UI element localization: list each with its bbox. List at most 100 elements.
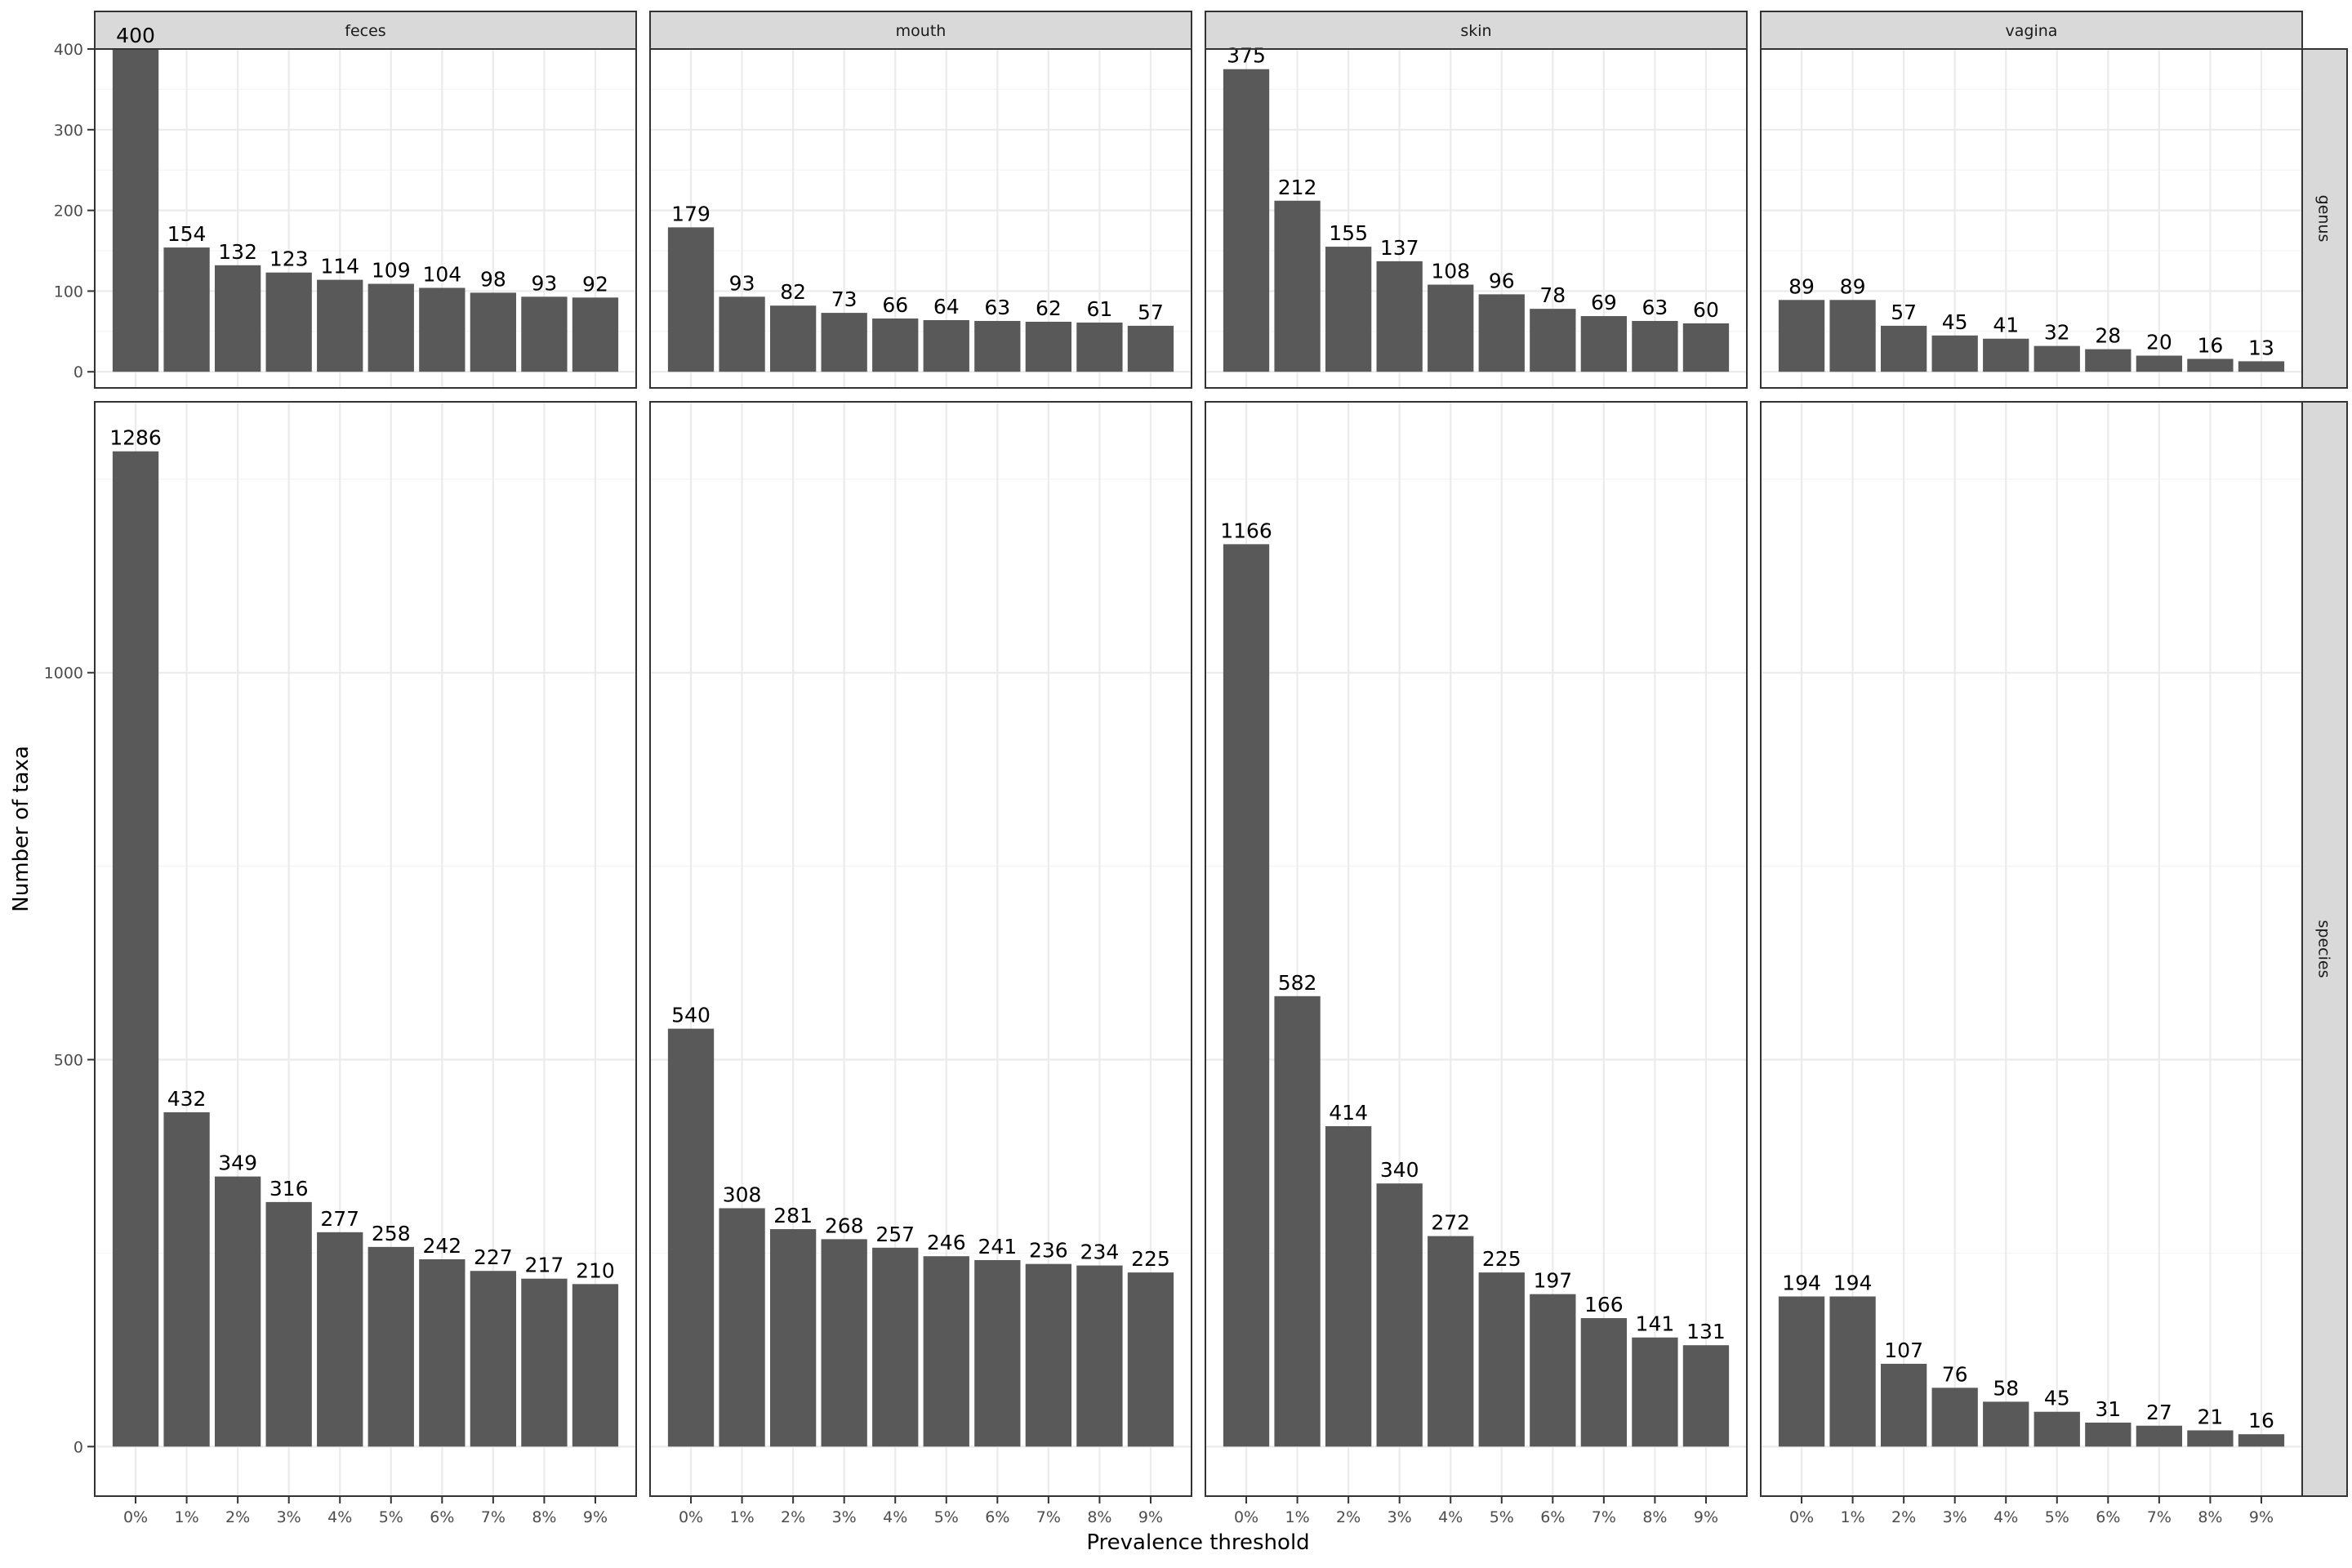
bar-value-label: 109 [372,259,411,283]
x-tick-label: 0% [123,1508,148,1526]
bar [667,1028,715,1447]
bar [470,1271,517,1447]
bar-value-label: 154 [167,222,207,246]
bar [1983,1401,2029,1447]
bar-value-label: 236 [1029,1239,1068,1263]
bar [1076,322,1123,372]
panel-border [649,48,1192,389]
bar-value-label: 225 [1482,1247,1521,1271]
x-tick-label: 2% [225,1508,250,1526]
x-tick-label: 9% [583,1508,608,1526]
bar-value-label: 340 [1380,1158,1419,1182]
bar [1580,1318,1628,1447]
bar [2187,1430,2234,1447]
bar-value-label: 93 [532,271,558,295]
bar-value-label: 63 [1642,296,1668,319]
panel-genus-skin: 375 212 155 137 108 96 78 69 63 60 [1205,44,1748,389]
x-tick-label: 6% [1540,1508,1565,1526]
bar-value-label: 62 [1036,296,1062,320]
x-tick-label: 1% [1841,1508,1865,1526]
bar [2085,349,2132,372]
bar [1325,1126,1372,1447]
bar [821,1239,867,1447]
x-tick-label: 5% [934,1508,959,1526]
panel-border [1205,48,1748,389]
x-tick-label: 8% [2198,1508,2222,1526]
bar-value-label: 28 [2095,324,2121,348]
bar [572,1284,619,1447]
bar [1778,1296,1825,1447]
bar-value-label: 227 [474,1245,513,1269]
panel-border [94,48,637,389]
bar-value-label: 194 [1833,1272,1873,1295]
bar-value-label: 137 [1380,236,1419,260]
panel-border [1205,401,1748,1497]
x-tick-label: 3% [277,1508,301,1526]
bar-value-label: 1286 [109,426,162,450]
bar-value-label: 123 [270,247,309,271]
bar-value-label: 540 [671,1004,710,1027]
bar [1478,1272,1525,1447]
bar [419,287,466,372]
x-tick-label: 7% [481,1508,506,1526]
x-tick-label: 1% [730,1508,755,1526]
bar-value-label: 98 [480,267,506,291]
bar-value-label: 400 [116,24,155,47]
bar [265,272,312,372]
column-strip-feces [94,11,637,50]
bar [2238,1434,2285,1447]
panel-genus-mouth: 179 93 82 73 66 64 63 62 61 57 [649,47,1192,389]
bar [1880,1363,1927,1447]
x-tick-label: 0% [1234,1508,1258,1526]
bar-value-label: 217 [525,1254,564,1277]
bar-value-label: 107 [1884,1339,1923,1362]
bar-value-label: 258 [372,1222,411,1245]
x-tick-label: 1% [1285,1508,1310,1526]
y-tick-label: 0 [74,1438,83,1456]
bar-value-label: 76 [1942,1362,1968,1386]
bar-value-label: 308 [723,1183,762,1206]
y-tick-label: 400 [54,41,83,59]
column-strip-label: feces [345,22,385,40]
bar [1223,69,1270,372]
bar [1829,1296,1876,1447]
bar-value-label: 225 [1131,1247,1170,1271]
bar-value-label: 13 [2248,336,2274,359]
x-tick-label: 2% [1336,1508,1361,1526]
y-tick-label: 0 [74,363,83,381]
x-tick-label: 3% [1388,1508,1412,1526]
bar-value-label: 61 [1087,297,1113,321]
bar-value-label: 277 [320,1207,359,1231]
bar-value-label: 141 [1636,1312,1675,1336]
x-tick-label: 7% [2147,1508,2172,1526]
bar-value-label: 272 [1431,1211,1470,1235]
x-tick-label: 5% [1490,1508,1514,1526]
bar [317,1232,363,1447]
bar [419,1259,466,1447]
x-tick-label: 0% [679,1508,703,1526]
bar-value-label: 375 [1227,44,1266,68]
y-tick-label: 200 [54,203,83,220]
bar-value-label: 92 [582,272,608,296]
bar-value-label: 108 [1431,260,1470,283]
bar [2034,1411,2080,1447]
bar [974,1259,1021,1447]
bar-value-label: 197 [1533,1269,1572,1293]
bar-value-label: 32 [2044,321,2070,345]
column-strip-label: skin [1460,22,1491,40]
x-tick-label: 6% [2096,1508,2120,1526]
bar-value-label: 45 [2044,1387,2070,1410]
bar-value-label: 155 [1329,221,1368,245]
bar-value-label: 212 [1278,176,1317,199]
bar [1682,323,1730,372]
bar-value-label: 114 [320,255,359,278]
bar [974,320,1021,372]
bar [923,320,969,372]
panel-species-skin: 1166 582 414 340 272 225 197 166 141 131 [1205,401,1748,1497]
x-tick-label: 0% [1789,1508,1814,1526]
bar [1274,996,1321,1447]
bar-value-label: 93 [729,271,755,295]
bar [163,1111,210,1447]
bar [1983,338,2029,372]
bar [1376,1183,1423,1447]
